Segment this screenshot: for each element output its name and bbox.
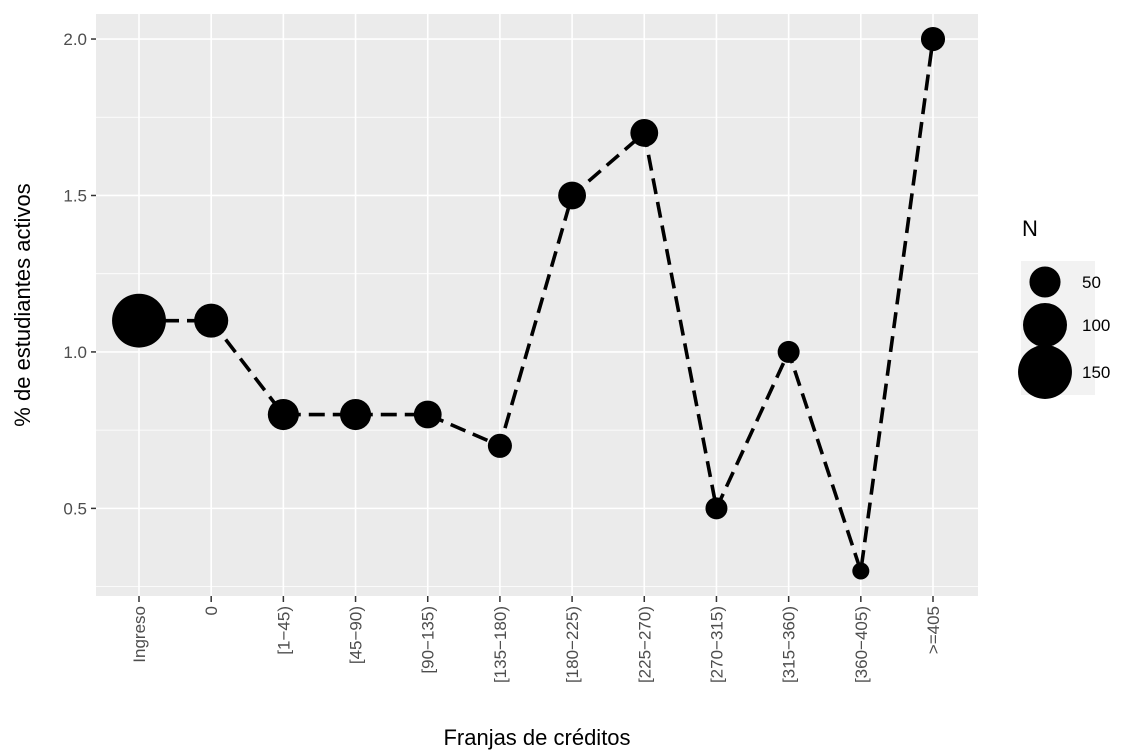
data-point [194, 303, 229, 338]
data-points [112, 26, 946, 580]
y-tick-label: 0.5 [63, 499, 87, 518]
x-tick-label: >=405 [924, 606, 943, 654]
x-tick-label: 0 [202, 606, 221, 615]
y-axis: 0.5 1.0 1.5 2.0 [63, 30, 96, 518]
x-tick-label: [315−360) [780, 606, 799, 683]
legend-label: 150 [1082, 363, 1110, 382]
data-point [267, 398, 299, 431]
data-point [487, 433, 512, 458]
data-line [139, 38, 935, 573]
x-tick-label: [270−315) [707, 606, 726, 683]
data-point [413, 400, 442, 429]
series-line [139, 38, 935, 573]
x-tick-label: [180−225) [563, 606, 582, 683]
data-point [705, 497, 728, 520]
x-axis-title: Franjas de créditos [443, 725, 630, 750]
data-point [852, 562, 870, 580]
data-point [920, 26, 946, 52]
x-tick-label: Ingreso [130, 606, 149, 663]
legend-title: N [1022, 216, 1038, 241]
x-tick-label: [90−135) [419, 606, 438, 674]
y-axis-title: % de estudiantes activos [10, 183, 35, 426]
legend-label: 50 [1082, 273, 1101, 292]
legend-key [1018, 345, 1072, 399]
legend: N 50 100 150 [1018, 216, 1110, 399]
y-tick-label: 2.0 [63, 30, 87, 49]
y-tick-label: 1.5 [63, 186, 87, 205]
panel-background [96, 14, 978, 596]
legend-label: 100 [1082, 316, 1110, 335]
x-tick-label: [360−405) [852, 606, 871, 683]
x-tick-label: [45−90) [347, 606, 366, 664]
minor-grid [96, 116, 978, 588]
x-tick-label: [225−270) [635, 606, 654, 683]
data-point [630, 118, 659, 147]
x-axis: Ingreso 0 [1−45) [45−90) [90−135) [135−180) [1… [130, 596, 943, 683]
data-point [339, 398, 372, 431]
y-tick-label: 1.0 [63, 343, 87, 362]
legend-key [1029, 266, 1061, 298]
data-point [558, 181, 587, 210]
data-point [112, 293, 166, 348]
x-tick-label: [1−45) [274, 606, 293, 655]
legend-key [1023, 303, 1067, 347]
data-point [777, 340, 800, 363]
x-tick-label: [135−180) [491, 606, 510, 683]
